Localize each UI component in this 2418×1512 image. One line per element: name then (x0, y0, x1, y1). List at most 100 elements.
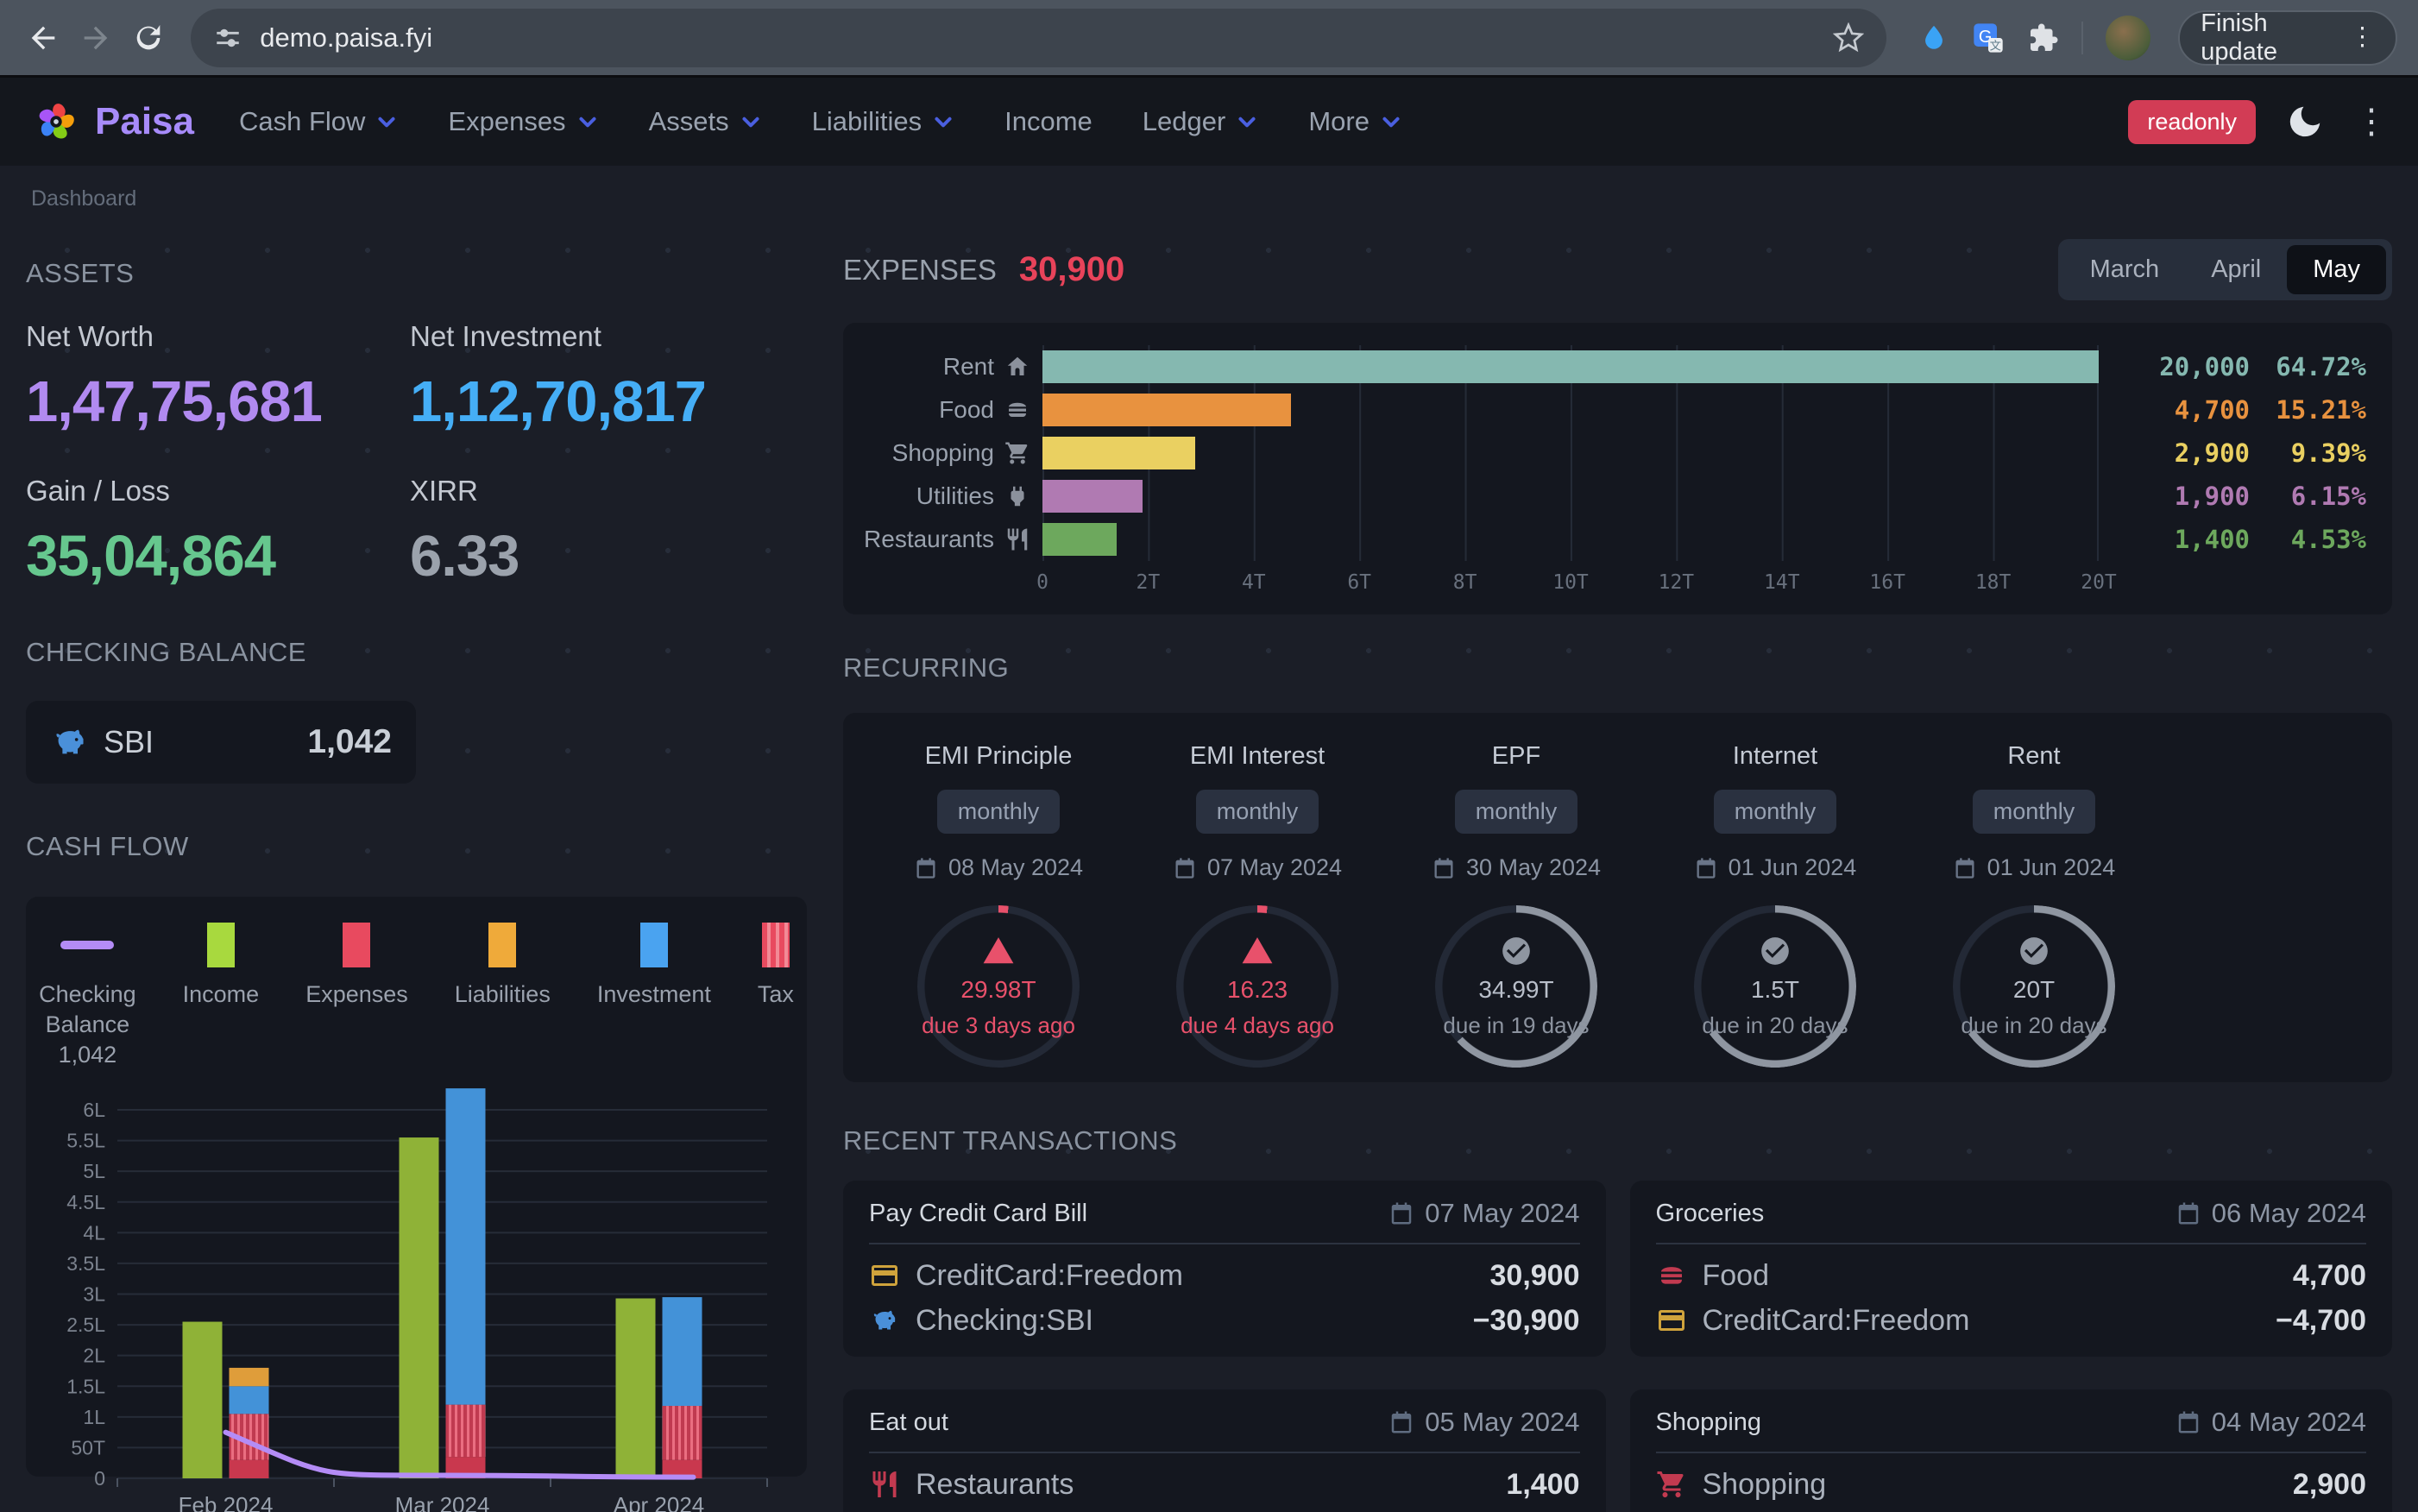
expense-category-label: Shopping (892, 439, 994, 467)
translate-extension-icon[interactable]: G文 (1971, 21, 2006, 55)
posting-account: Checking:SBI (916, 1304, 1093, 1338)
transactions-section-title: RECENT TRANSACTIONS (843, 1125, 2392, 1156)
browser-forward-button[interactable] (73, 14, 117, 62)
breadcrumb[interactable]: Dashboard (31, 186, 2392, 211)
transaction-card-pay-credit-card-bill[interactable]: Pay Credit Card Bill07 May 2024CreditCar… (843, 1181, 1606, 1357)
browser-back-button[interactable] (21, 14, 65, 62)
warning-icon (982, 935, 1015, 967)
brand-name[interactable]: Paisa (95, 100, 194, 143)
svg-text:0: 0 (94, 1467, 105, 1490)
recurring-name: EPF (1492, 742, 1540, 771)
calendar-icon (1388, 1200, 1414, 1226)
browser-menu-icon[interactable]: ⋮ (2350, 25, 2375, 50)
nav-item-more[interactable]: More (1308, 106, 1402, 137)
posting-row: CreditCard:Freedom−1,400 (869, 1507, 1580, 1512)
expense-bar-restaurants[interactable] (1042, 523, 1117, 556)
legend-label: Income (183, 980, 260, 1010)
legend-item-liabilities[interactable]: Liabilities (455, 923, 551, 1010)
frequency-badge: monthly (1196, 790, 1319, 834)
expenses-category-labels: RentFoodShoppingUtilitiesRestaurants (857, 345, 1042, 599)
tab-may[interactable]: May (2287, 245, 2386, 294)
extensions-puzzle-icon[interactable] (2028, 22, 2059, 54)
profile-avatar[interactable] (2106, 16, 2150, 60)
nav-item-label: Assets (649, 106, 729, 137)
posting-amount: 1,400 (1506, 1468, 1579, 1502)
legend-label: Investment (597, 980, 711, 1010)
frequency-badge: monthly (937, 790, 1061, 834)
finish-update-button[interactable]: Finish update ⋮ (2178, 10, 2397, 66)
site-settings-icon[interactable] (213, 23, 242, 53)
recurring-progress-ring: 20Tdue in 20 days (1953, 905, 2115, 1068)
month-tabs: MarchAprilMay (2058, 239, 2392, 300)
transaction-card-groceries[interactable]: Groceries06 May 2024Food4,700CreditCard:… (1630, 1181, 2393, 1357)
dark-mode-toggle-icon[interactable] (2285, 102, 2325, 142)
expense-bar-food[interactable] (1042, 394, 1291, 426)
transaction-card-shopping[interactable]: Shopping04 May 2024Shopping2,900CreditCa… (1630, 1389, 2393, 1512)
recurring-progress-ring: 29.98Tdue 3 days ago (917, 905, 1080, 1068)
piggy-bank-icon (50, 722, 90, 762)
legend-item-investment[interactable]: Investment (597, 923, 711, 1010)
creditcard-icon (869, 1260, 900, 1291)
stat-label: XIRR (410, 475, 807, 507)
legend-swatch (60, 941, 114, 949)
nav-item-cash-flow[interactable]: Cash Flow (239, 106, 398, 137)
legend-item-expenses[interactable]: Expenses (305, 923, 408, 1010)
legend-swatch (640, 923, 668, 967)
chevron-down-icon (932, 110, 954, 133)
stat-value: 6.33 (410, 523, 807, 589)
x-axis-tick: 2T (1137, 571, 1161, 594)
forward-icon (79, 21, 113, 55)
nav-item-liabilities[interactable]: Liabilities (812, 106, 955, 137)
posting-row: Checking:SBI−30,900 (869, 1298, 1580, 1343)
app-menu-icon[interactable]: ⋮ (2354, 102, 2389, 142)
posting-amount: 2,900 (2293, 1468, 2366, 1502)
recurring-amount: 1.5T (1751, 976, 1799, 1004)
url-text[interactable]: demo.paisa.fyi (260, 22, 1816, 54)
chevron-down-icon (740, 110, 762, 133)
recurring-date: 07 May 2024 (1173, 854, 1342, 881)
expense-value: 20,000 (2099, 345, 2250, 388)
recurring-progress-ring: 16.23due 4 days ago (1176, 905, 1338, 1068)
legend-item-tax[interactable]: Tax (758, 923, 794, 1010)
x-axis-tick: 16T (1869, 571, 1905, 594)
recurring-due: due 4 days ago (1181, 1012, 1334, 1039)
expense-bar-shopping[interactable] (1042, 437, 1195, 469)
browser-reload-button[interactable] (126, 14, 170, 62)
tab-march[interactable]: March (2064, 245, 2186, 294)
transaction-card-eat-out[interactable]: Eat out05 May 2024Restaurants1,400Credit… (843, 1389, 1606, 1512)
cashflow-chart-svg: 050T1L1.5L2L2.5L3L3.5L4L4.5L5L5.5L6LFeb … (50, 1070, 779, 1512)
legend-item-income[interactable]: Income (183, 923, 260, 1010)
url-bar[interactable]: demo.paisa.fyi (191, 9, 1886, 67)
svg-text:Mar 2024: Mar 2024 (395, 1492, 490, 1512)
brand[interactable]: Paisa (29, 95, 194, 148)
divider (1656, 1243, 2367, 1244)
extension-drop-icon[interactable] (1919, 23, 1949, 53)
cashflow-chart-area: 050T1L1.5L2L2.5L3L3.5L4L4.5L5L5.5L6LFeb … (50, 1070, 783, 1512)
chevron-down-icon (375, 110, 398, 133)
cart-icon (1656, 1469, 1687, 1500)
recurring-date: 30 May 2024 (1432, 854, 1601, 881)
expense-bar-utilities[interactable] (1042, 480, 1143, 513)
posting-row: CreditCard:Freedom−2,900 (1656, 1507, 2367, 1512)
bookmark-star-icon[interactable] (1833, 22, 1864, 54)
expense-category-shopping: Shopping (857, 432, 1042, 475)
svg-text:3L: 3L (83, 1283, 105, 1306)
nav-item-ledger[interactable]: Ledger (1143, 106, 1259, 137)
legend-item-checking-balance[interactable]: Checking Balance1,042 (39, 923, 136, 1070)
expense-category-rent: Rent (857, 345, 1042, 388)
nav-item-assets[interactable]: Assets (649, 106, 762, 137)
checking-account-card[interactable]: SBI 1,042 (26, 701, 416, 784)
expenses-section-title: EXPENSES (843, 254, 997, 287)
recurring-item-emi-principle: EMI Principlemonthly08 May 202429.98Tdue… (869, 742, 1128, 1082)
cashflow-chart-card: Checking Balance1,042 Income Expenses Liabi… (26, 897, 807, 1477)
expense-category-restaurants: Restaurants (857, 518, 1042, 561)
x-axis-tick: 0 (1036, 571, 1048, 594)
nav-item-expenses[interactable]: Expenses (448, 106, 598, 137)
nav-item-income[interactable]: Income (1004, 106, 1093, 137)
stat-net-worth: Net Worth1,47,75,681 (26, 320, 410, 435)
expense-bar-rent[interactable] (1042, 350, 2099, 383)
svg-text:4L: 4L (83, 1222, 105, 1244)
tab-april[interactable]: April (2185, 245, 2287, 294)
posting-account: CreditCard:Freedom (916, 1259, 1183, 1293)
svg-text:5.5L: 5.5L (66, 1130, 105, 1152)
